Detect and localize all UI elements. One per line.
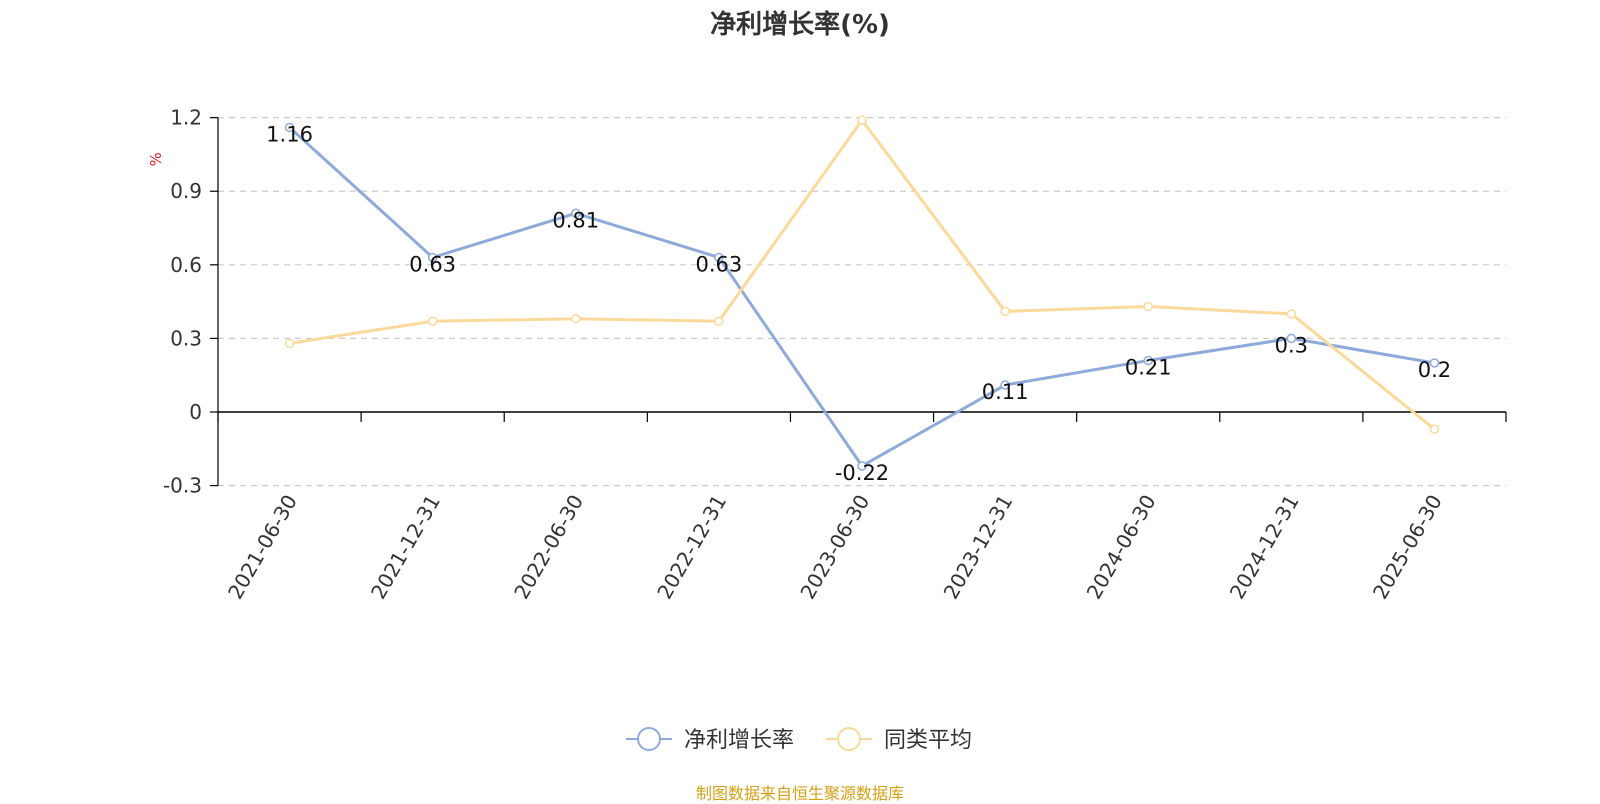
data-point [1143,355,1153,366]
data-point [857,461,867,471]
x-tick-label: 2022-12-31 [652,491,731,604]
data-label: 0.3 [1275,333,1308,357]
data-label: 0.21 [1125,355,1172,379]
data-label: 0.2 [1418,358,1451,382]
legend-marker-1 [837,727,861,751]
chart-title: 净利增长率(%) [710,10,890,40]
y-axis: -0.3 0 0.3 0.6 0.9 1.2% [147,106,219,498]
data-point [857,115,867,125]
legend-label-1: 同类平均 [884,728,972,753]
series-line-0 [288,126,1435,468]
data-point [427,316,438,326]
data-label: 0.11 [982,380,1029,404]
x-tick-label: 2024-12-31 [1225,491,1304,604]
data-point [1286,309,1297,319]
data-point [1286,333,1297,344]
data-label: 0.63 [696,252,743,276]
grid-lines [218,117,1506,487]
x-tick-label: 2021-12-31 [366,491,445,604]
data-point [1143,301,1153,312]
data-point [714,252,724,263]
legend: 净利增长率 同类平均 [626,727,972,753]
x-tick-label: 2021-06-30 [223,491,302,604]
data-point [571,208,581,219]
data-point [1000,380,1010,390]
data-point [1429,424,1440,434]
x-tick-label: 2024-06-30 [1082,491,1161,604]
data-label: 1.16 [266,122,313,146]
y-tick-label: 0.6 [170,253,202,277]
data-point [427,252,438,263]
data-point [714,316,724,326]
data-labels: 1.16 0.63 0.81 0.63 -0.22 0.11 0.21 0.3 0.2 [266,122,1451,485]
legend-marker-0 [637,727,661,751]
data-point [1000,306,1010,317]
x-tick-label: 2025-06-30 [1368,491,1447,604]
series-line-1 [289,118,1436,431]
y-axis-unit-label: % [147,152,165,166]
data-label: 0.63 [409,252,456,276]
x-tick-label: 2022-06-30 [509,491,588,604]
source-note: 制图数据来自恒生聚源数据库 [695,784,904,803]
y-tick-label: -0.3 [163,474,202,498]
data-label: -0.22 [835,461,889,485]
series-layer [284,115,1440,471]
data-label: 0.81 [552,208,599,232]
y-tick-label: 0.9 [170,179,202,203]
data-point [284,122,295,133]
data-point [284,338,295,349]
x-tick-label: 2023-12-31 [939,491,1018,604]
x-tick-label: 2023-06-30 [795,491,874,604]
x-axis: 2021-06-30 2021-12-31 2022-06-30 2022-12-31… [217,411,1507,604]
data-point [571,314,581,324]
y-tick-label: 1.2 [170,106,202,130]
y-tick-label: 0 [189,400,202,424]
y-tick-label: 0.3 [170,326,202,350]
legend-label-0: 净利增长率 [684,728,794,753]
data-point [1429,358,1440,368]
